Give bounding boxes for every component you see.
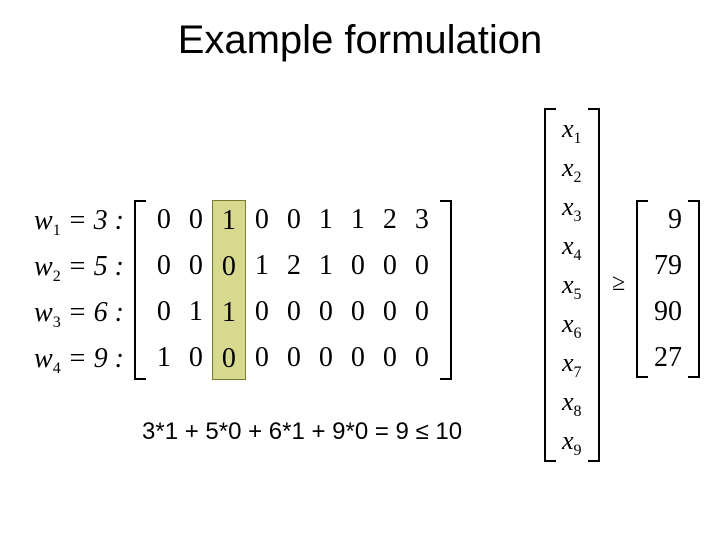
matrix-cell: 0 xyxy=(383,296,397,328)
rhs-bracket-left xyxy=(636,200,648,378)
rhs-cell: 79 xyxy=(654,250,682,282)
matrix-cell: 1 xyxy=(255,250,269,282)
matrix-cell: 0 xyxy=(287,296,301,328)
w-row-3: w3 = 6 : xyxy=(34,297,124,329)
matrix-cell: 0 xyxy=(255,204,269,236)
matrix-cell: 1 xyxy=(319,204,333,236)
w-sub: 1 xyxy=(53,222,61,239)
w-val: 9 xyxy=(94,343,108,374)
w-row-1: w1 = 3 : xyxy=(34,205,124,237)
matrix-col: 0 0 1 0 xyxy=(180,204,212,376)
matrix-cell: 0 xyxy=(222,343,236,375)
x-entry: x2 xyxy=(562,153,582,183)
matrix-cell: 3 xyxy=(415,204,429,236)
matrix-cell: 0 xyxy=(287,204,301,236)
rhs-cell: 90 xyxy=(654,296,682,328)
matrix-cell: 0 xyxy=(157,204,171,236)
matrix-cell: 1 xyxy=(222,297,236,329)
w-val: 3 xyxy=(94,205,108,236)
matrix-cell: 0 xyxy=(255,342,269,374)
matrix-cell: 0 xyxy=(351,342,365,374)
w-labels: w1 = 3 : w2 = 5 : w3 = 6 : w4 = 9 : xyxy=(34,205,124,375)
x-entry: x7 xyxy=(562,348,582,378)
matrix-cell: 1 xyxy=(157,342,171,374)
footnote-equation: 3*1 + 5*0 + 6*1 + 9*0 = 9 ≤ 10 xyxy=(142,418,462,446)
matrix-cell: 0 xyxy=(255,296,269,328)
w-sub: 2 xyxy=(53,268,61,285)
matrix-cell: 1 xyxy=(351,204,365,236)
matrix-bracket-left xyxy=(134,200,146,380)
w-row-4: w4 = 9 : xyxy=(34,343,124,375)
matrix-cell: 0 xyxy=(351,250,365,282)
matrix-cell: 0 xyxy=(319,342,333,374)
matrix-cell: 0 xyxy=(351,296,365,328)
matrix-cell: 2 xyxy=(383,204,397,236)
matrix-cell: 1 xyxy=(189,296,203,328)
matrix-cell: 0 xyxy=(157,296,171,328)
rhs-cell: 27 xyxy=(654,342,682,374)
xvec-bracket-right xyxy=(588,108,600,462)
w-val: 5 xyxy=(94,251,108,282)
matrix-cell: 0 xyxy=(222,251,236,283)
w-sub: 3 xyxy=(53,314,61,331)
matrix-cell: 0 xyxy=(383,250,397,282)
x-entry: x1 xyxy=(562,114,582,144)
matrix-bracket-right xyxy=(440,200,452,380)
w-var: w xyxy=(34,205,53,236)
rhs-cell: 9 xyxy=(668,204,682,236)
matrix-cell: 1 xyxy=(319,250,333,282)
w-var: w xyxy=(34,343,53,374)
x-entry: x9 xyxy=(562,426,582,456)
matrix-col: 0 2 0 0 xyxy=(278,204,310,376)
xvec-bracket-left xyxy=(544,108,556,462)
matrix-col: 0 1 0 0 xyxy=(246,204,278,376)
rhs-bracket-right xyxy=(688,200,700,378)
w-var: w xyxy=(34,297,53,328)
x-entry: x3 xyxy=(562,192,582,222)
coefficient-matrix: 000100101010010002001100100020003000 xyxy=(146,200,440,380)
w-var: w xyxy=(34,251,53,282)
x-entry: x5 xyxy=(562,270,582,300)
matrix-col: 2000 xyxy=(374,204,406,376)
matrix-cell: 0 xyxy=(415,342,429,374)
x-entry: x6 xyxy=(562,309,582,339)
matrix-cell: 0 xyxy=(415,296,429,328)
matrix-col: 3 0 0 0 xyxy=(406,204,438,376)
matrix-cell: 0 xyxy=(189,342,203,374)
matrix-cell: 0 xyxy=(319,296,333,328)
w-sub: 4 xyxy=(53,360,61,377)
matrix-cell: 0 xyxy=(189,204,203,236)
geq-symbol: ≥ xyxy=(612,270,625,297)
matrix-col: 0 0 0 1 xyxy=(148,204,180,376)
matrix-col: 1 1 0 0 xyxy=(310,204,342,376)
matrix-col: 1 0 0 0 xyxy=(342,204,374,376)
matrix-cell: 0 xyxy=(383,342,397,374)
formulation-row: w1 = 3 : w2 = 5 : w3 = 6 : w4 = 9 : 0001… xyxy=(34,200,452,380)
rhs-values: 9 79 90 27 xyxy=(648,200,688,378)
x-entry: x8 xyxy=(562,387,582,417)
x-entry: x4 xyxy=(562,231,582,261)
w-row-2: w2 = 5 : xyxy=(34,251,124,283)
matrix-cell: 0 xyxy=(157,250,171,282)
matrix-cell: 0 xyxy=(189,250,203,282)
matrix-cell: 1 xyxy=(222,205,236,237)
w-val: 6 xyxy=(94,297,108,328)
matrix-cell: 2 xyxy=(287,250,301,282)
rhs-vector: 9 79 90 27 xyxy=(636,200,700,378)
slide-title: Example formulation xyxy=(0,18,720,63)
x-vector: x1 x2 x3 x4 x5 x6 x7 x8 x9 xyxy=(544,108,600,462)
matrix-col-highlighted: 1 0 1 0 xyxy=(212,200,246,380)
matrix-cell: 0 xyxy=(415,250,429,282)
matrix-cell: 0 xyxy=(287,342,301,374)
